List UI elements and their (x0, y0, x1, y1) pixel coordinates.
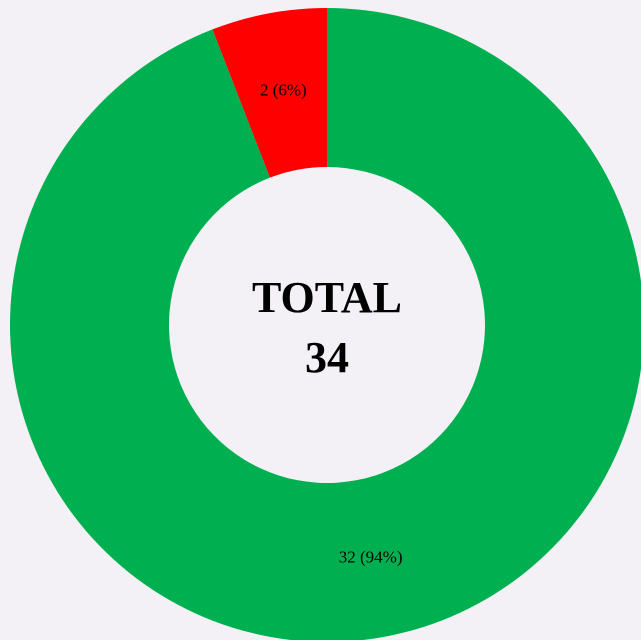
segment (212, 8, 327, 178)
center-total: 34 (305, 333, 349, 382)
segments (10, 8, 641, 640)
center-title: TOTAL (252, 273, 402, 322)
value-label: 2 (6%) (260, 80, 307, 99)
segment (10, 8, 641, 640)
value-label: 32 (94%) (339, 547, 403, 566)
